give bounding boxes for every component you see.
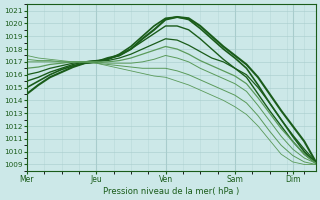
X-axis label: Pression niveau de la mer( hPa ): Pression niveau de la mer( hPa ) [103, 187, 239, 196]
